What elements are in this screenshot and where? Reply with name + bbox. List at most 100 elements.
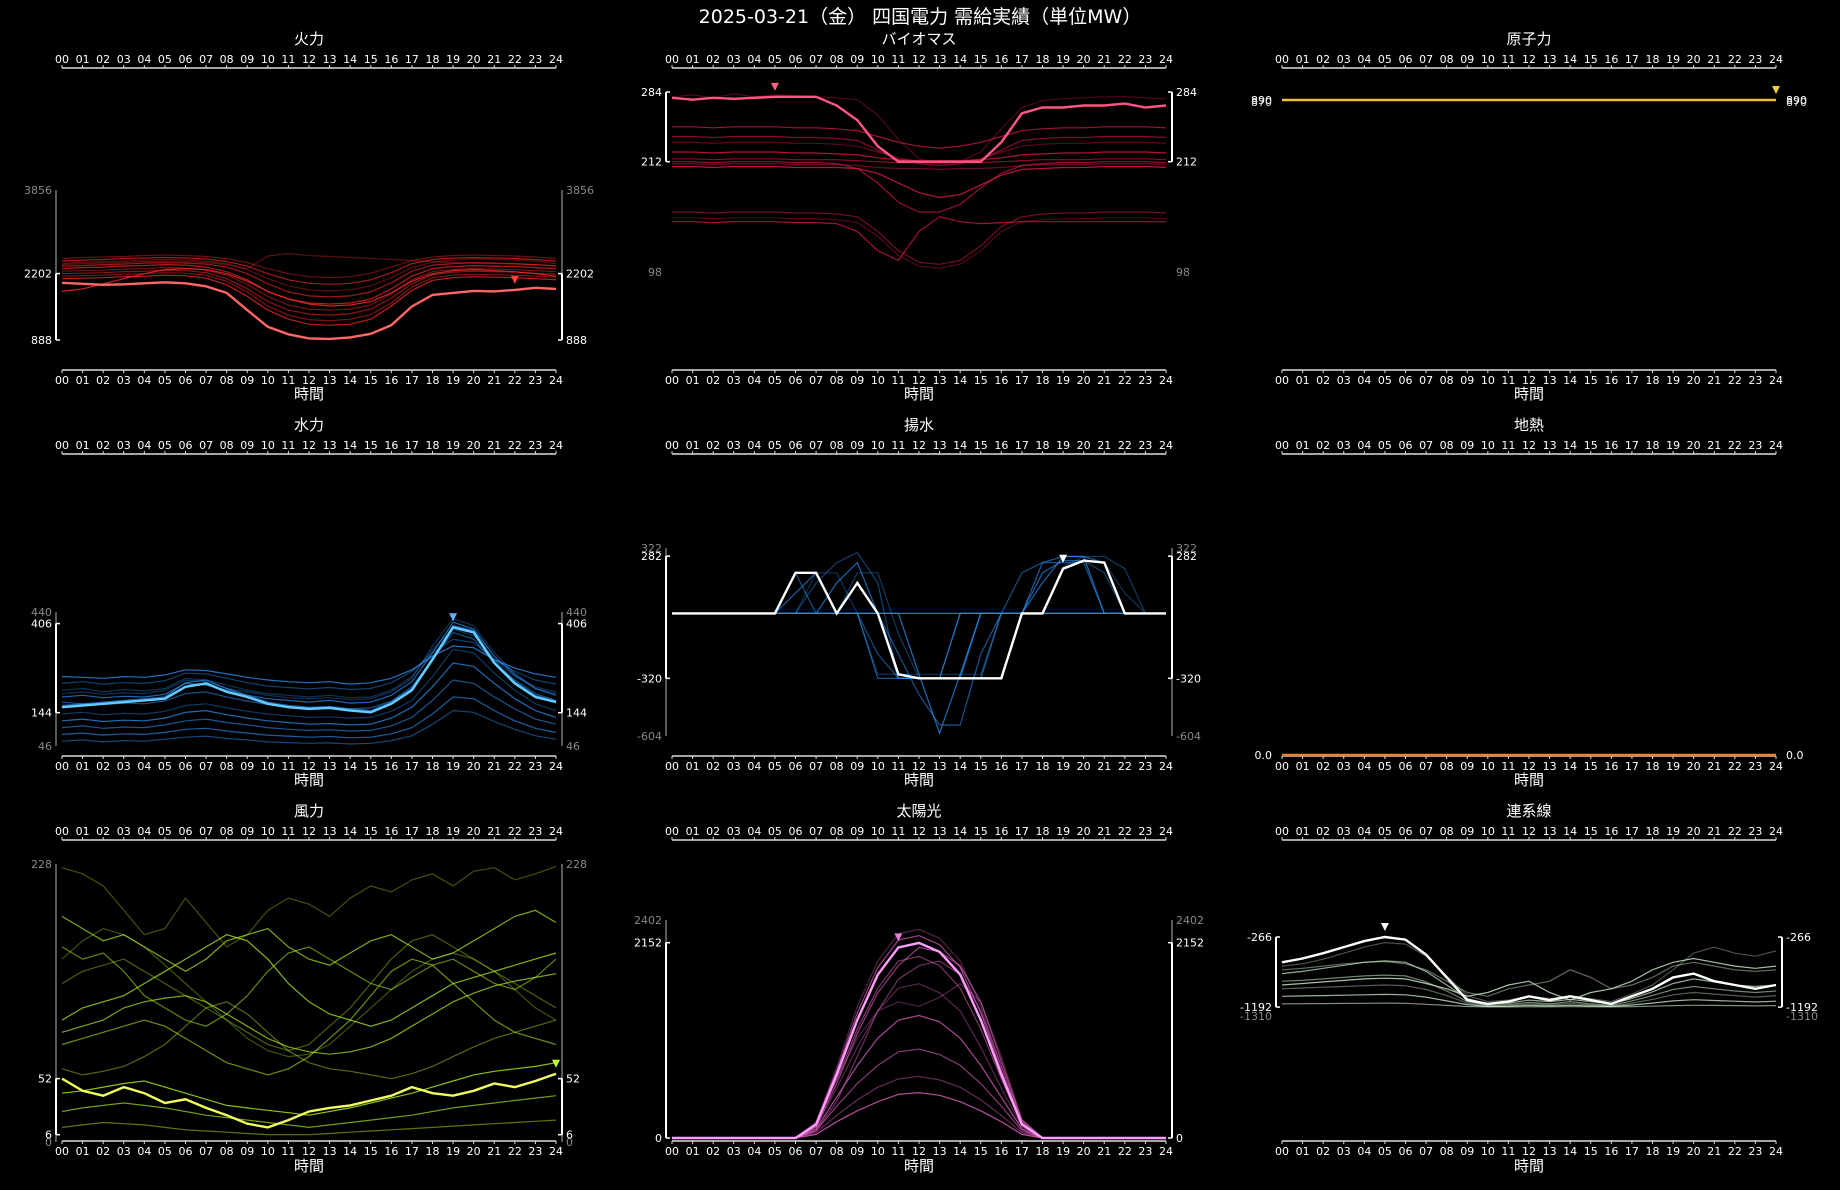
x-tick-label: 13 (933, 374, 947, 387)
x-tick-label: 07 (809, 1145, 823, 1158)
x-tick-label: 24 (549, 53, 563, 66)
series-line (672, 1075, 1166, 1139)
x-tick-label: 24 (1769, 760, 1783, 773)
x-tick-label: 19 (446, 1145, 460, 1158)
x-tick-label: 01 (1296, 760, 1310, 773)
x-tick-label: 17 (1015, 439, 1029, 452)
x-tick-label: 02 (96, 825, 110, 838)
x-tick-label: 21 (1097, 374, 1111, 387)
x-tick-label: 03 (117, 439, 131, 452)
x-tick-label: 17 (1625, 1145, 1639, 1158)
chart-title: 原子力 (1506, 30, 1551, 48)
x-tick-label: 21 (1707, 1145, 1721, 1158)
y-tick-label: 228 (566, 858, 587, 871)
x-tick-label: 10 (1481, 53, 1495, 66)
x-tick-label: 11 (891, 439, 905, 452)
x-tick-label: 03 (727, 1145, 741, 1158)
peak-marker (1380, 923, 1389, 931)
x-tick-label: 16 (384, 374, 398, 387)
series-line (61, 628, 557, 699)
x-tick-label: 15 (1584, 439, 1598, 452)
x-tick-label: 01 (1296, 439, 1310, 452)
x-tick-label: 23 (528, 1145, 542, 1158)
x-tick-label: 09 (240, 1145, 254, 1158)
x-tick-label: 11 (281, 53, 295, 66)
x-tick-label: 06 (1399, 1145, 1413, 1158)
x-tick-label: 17 (1015, 825, 1029, 838)
x-tick-label: 16 (1604, 760, 1618, 773)
x-tick-label: 09 (850, 825, 864, 838)
x-tick-label: 18 (1646, 439, 1660, 452)
x-tick-label: 03 (727, 53, 741, 66)
x-tick-label: 12 (302, 825, 316, 838)
x-tick-label: 17 (1625, 374, 1639, 387)
y-tick-label: 2152 (1176, 937, 1204, 950)
x-tick-label: 02 (1316, 374, 1330, 387)
x-tick-label: 05 (768, 374, 782, 387)
series-line (61, 973, 557, 1055)
y-tick-label: -1192 (1240, 1001, 1272, 1014)
x-tick-label: 05 (158, 439, 172, 452)
x-tick-label: 08 (830, 439, 844, 452)
x-tick-label: 00 (1275, 825, 1289, 838)
chart-title: 連系線 (1506, 802, 1551, 820)
x-tick-label: 19 (1056, 53, 1070, 66)
y-tick-label: 2402 (634, 914, 662, 927)
y-tick-label: 890 (1786, 94, 1807, 107)
series-line (672, 216, 1166, 262)
series-line (672, 126, 1167, 149)
x-tick-label: 03 (117, 1145, 131, 1158)
x-tick-label: 07 (1419, 760, 1433, 773)
series-line (672, 555, 1166, 679)
x-tick-label: 00 (55, 825, 69, 838)
x-tick-label: 17 (1625, 53, 1639, 66)
x-tick-label: 02 (1316, 760, 1330, 773)
x-tick-label: 22 (508, 825, 522, 838)
y-tick-label: 406 (31, 618, 52, 631)
y-tick-label: 0.0 (1255, 749, 1273, 762)
x-tick-label: 07 (1419, 825, 1433, 838)
x-tick-label: 13 (933, 53, 947, 66)
x-tick-label: 21 (487, 1145, 501, 1158)
x-tick-label: 09 (1460, 760, 1474, 773)
series-line (61, 934, 557, 1027)
x-tick-label: 24 (1159, 760, 1173, 773)
series-line (61, 1001, 557, 1080)
peak-marker (894, 933, 903, 942)
series-line (61, 662, 557, 726)
x-tick-label: 23 (528, 53, 542, 66)
y-tick-label: 212 (641, 156, 662, 169)
x-tick-label: 04 (137, 374, 151, 387)
x-tick-label: 01 (1296, 374, 1310, 387)
x-tick-label: 20 (1687, 760, 1701, 773)
x-tick-label: 06 (179, 825, 193, 838)
x-tick-label: 02 (96, 374, 110, 387)
series-line (672, 551, 1166, 679)
x-tick-label: 21 (1097, 53, 1111, 66)
series-line (61, 266, 557, 311)
y-tick-label: 890 (1251, 94, 1272, 107)
x-tick-label: 16 (994, 1145, 1008, 1158)
x-tick-label: 00 (1275, 1145, 1289, 1158)
x-tick-label: 10 (1481, 439, 1495, 452)
x-tick-label: 03 (727, 374, 741, 387)
x-tick-label: 00 (665, 1145, 679, 1158)
x-tick-label: 12 (302, 1145, 316, 1158)
x-tick-label: 04 (1357, 53, 1371, 66)
x-tick-label: 22 (1118, 825, 1132, 838)
x-tick-label: 15 (974, 1145, 988, 1158)
series-line (61, 709, 557, 745)
series-line (61, 865, 557, 948)
x-tick-label: 09 (240, 439, 254, 452)
x-tick-label: 08 (1440, 825, 1454, 838)
x-tick-label: 10 (871, 374, 885, 387)
x-tick-label: 24 (1769, 53, 1783, 66)
y-tick-label: 98 (648, 266, 662, 279)
x-tick-label: 16 (384, 53, 398, 66)
x-tick-label: 20 (1077, 825, 1091, 838)
series-line (1281, 993, 1777, 1008)
x-tick-label: 24 (549, 760, 563, 773)
